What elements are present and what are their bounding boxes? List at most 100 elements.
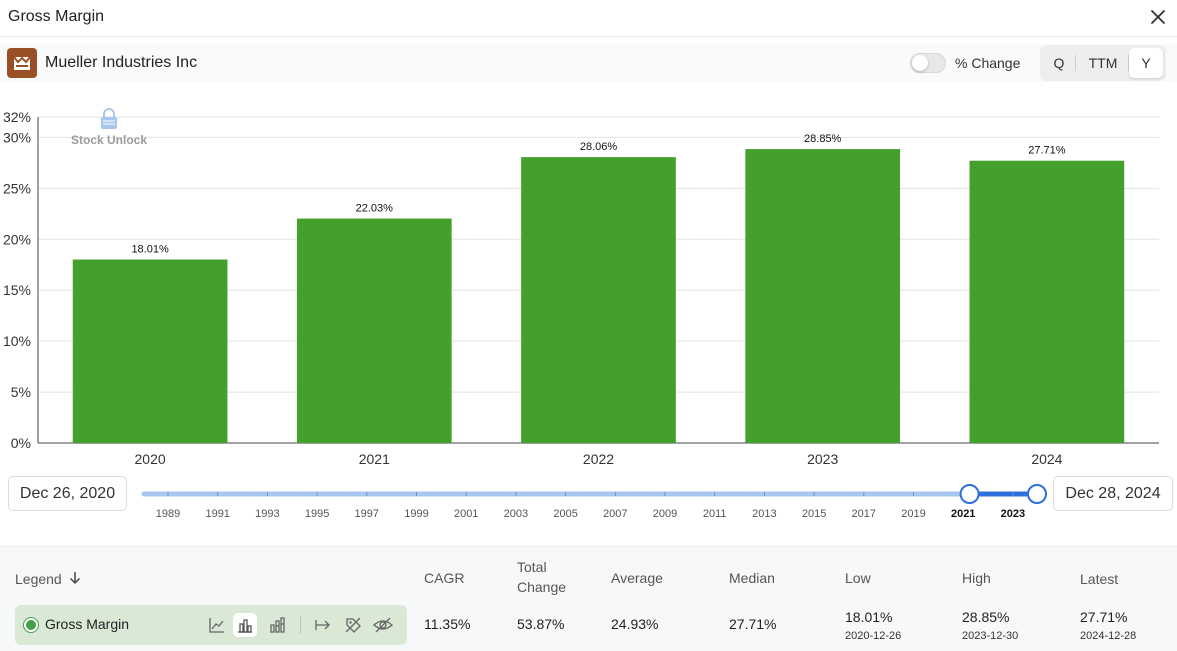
x-tick-label: 2020	[135, 451, 166, 467]
range-end-handle[interactable]	[1027, 484, 1047, 504]
start-date-input[interactable]: Dec 26, 2020	[8, 476, 127, 511]
gross-margin-bar-chart: 0% 5% 10% 15% 20% 25% 30% 32% 18.01% 22.03% 28.06…	[3, 108, 1159, 467]
sort-down-arrow-icon	[69, 572, 80, 585]
watermark: Stock Unlock	[71, 108, 147, 147]
low-date: 2020-12-26	[845, 630, 902, 642]
toggle-knob	[912, 55, 928, 71]
y-tick-label: 5%	[11, 384, 31, 400]
x-tick-label: 2024	[1031, 451, 1062, 467]
total-change-header-line2: Change	[517, 579, 567, 595]
percent-change-toggle[interactable]	[910, 53, 946, 73]
data-label: 22.03%	[356, 203, 394, 215]
legend-item-gross-margin[interactable]: Gross Margin	[15, 605, 407, 645]
total-change-header: Total Change	[517, 557, 566, 597]
range-start-handle[interactable]	[959, 484, 980, 504]
y-axis-ticks: 0% 5% 10% 15% 20% 25% 30% 32%	[3, 109, 31, 451]
average-value: 24.93%	[611, 616, 659, 632]
line-chart-icon[interactable]	[205, 613, 229, 637]
date-range-slider[interactable]: 1989 1991 1993 1995 1997 1999 2001 2003 2005 2007…	[140, 480, 1050, 530]
bar	[745, 149, 901, 443]
slider-year-label: 1989	[156, 508, 180, 520]
y-tick-label: 15%	[3, 282, 31, 298]
legend-header-label: Legend	[15, 571, 62, 587]
x-tick-label: 2023	[807, 451, 838, 467]
bar	[969, 160, 1125, 443]
average-header: Average	[611, 570, 663, 586]
x-axis-ticks: 2020 2021 2022 2023 2024	[135, 451, 1063, 467]
chart-bars	[72, 149, 1125, 444]
stacked-bar-icon[interactable]	[265, 613, 289, 637]
no-tag-icon[interactable]	[341, 613, 365, 637]
period-divider	[1075, 55, 1076, 71]
cagr-value: 11.35%	[424, 616, 471, 632]
arrow-right-bar-icon[interactable]	[311, 613, 335, 637]
slider-year-label: 2007	[603, 508, 627, 520]
latest-value: 27.71%	[1080, 609, 1128, 625]
period-y-button[interactable]: Y	[1129, 48, 1163, 78]
watermark-text: Stock Unlock	[71, 133, 147, 147]
hide-eye-icon[interactable]	[371, 613, 395, 637]
slider-year-label: 2011	[703, 508, 727, 520]
slider-year-label: 2009	[653, 508, 677, 520]
latest-date: 2024-12-28	[1080, 630, 1137, 642]
end-date-input[interactable]: Dec 28, 2024	[1053, 476, 1173, 511]
data-label: 18.01%	[131, 244, 169, 256]
slider-year-label: 2015	[802, 508, 826, 520]
cagr-header: CAGR	[424, 570, 465, 586]
bar	[72, 259, 228, 443]
y-tick-label: 10%	[3, 333, 31, 349]
period-selector: Q TTM Y	[1040, 45, 1166, 81]
slider-year-label: 2001	[454, 508, 478, 520]
percent-change-label: % Change	[955, 55, 1021, 71]
median-header: Median	[729, 570, 775, 586]
close-icon[interactable]	[1147, 6, 1169, 28]
slider-year-label: 1993	[255, 508, 279, 520]
period-divider	[1128, 55, 1129, 71]
low-value: 18.01%	[845, 609, 893, 625]
high-value: 28.85%	[962, 609, 1010, 625]
high-header: High	[962, 570, 991, 586]
data-label: 28.85%	[804, 133, 842, 145]
bar-chart-icon[interactable]	[233, 613, 257, 637]
period-q-button[interactable]: Q	[1053, 55, 1065, 71]
median-value: 27.71%	[729, 616, 777, 632]
bar	[521, 157, 676, 444]
y-tick-label: 32%	[3, 109, 31, 125]
chart-data-labels: 18.01% 22.03% 28.06% 28.85% 27.71%	[131, 133, 1065, 255]
slider-year-label: 2019	[901, 508, 925, 520]
data-label: 28.06%	[580, 141, 618, 153]
slider-year-label: 2017	[852, 508, 876, 520]
low-header: Low	[845, 570, 871, 586]
company-name: Mueller Industries Inc	[45, 54, 198, 71]
slider-year-label: 1999	[404, 508, 428, 520]
company-logo-icon	[7, 48, 37, 78]
company-header: Mueller Industries Inc % Change Q TTM Y	[0, 44, 1177, 82]
slider-year-label: 2005	[553, 508, 577, 520]
x-tick-label: 2021	[359, 451, 390, 467]
series-name: Gross Margin	[45, 616, 130, 632]
series-color-dot	[24, 618, 38, 632]
slider-year-label: 2013	[752, 508, 776, 520]
slider-year-label: 2021	[951, 508, 975, 520]
slider-year-ticks: 1989 1991 1993 1995 1997 1999 2001 2003 2005 2007…	[156, 492, 1025, 520]
x-tick-label: 2022	[583, 451, 614, 467]
total-change-value: 53.87%	[517, 616, 565, 632]
slider-year-label: 1995	[305, 508, 329, 520]
y-tick-label: 0%	[11, 435, 31, 451]
latest-header: Latest	[1080, 571, 1119, 587]
modal-header: Gross Margin	[0, 0, 1177, 37]
y-tick-label: 20%	[3, 231, 31, 247]
total-change-header-line1: Total	[517, 559, 547, 575]
legend-header[interactable]: Legend	[15, 569, 81, 589]
modal-title: Gross Margin	[8, 8, 105, 25]
period-ttm-button[interactable]: TTM	[1088, 55, 1118, 71]
slider-year-label: 2003	[504, 508, 528, 520]
y-tick-label: 30%	[3, 129, 31, 145]
bar	[296, 218, 452, 443]
lock-icon	[101, 108, 117, 129]
slider-year-label: 2023	[1001, 508, 1025, 520]
y-tick-label: 25%	[3, 180, 31, 196]
data-label: 27.71%	[1028, 145, 1066, 157]
high-date: 2023-12-30	[962, 630, 1019, 642]
slider-year-label: 1991	[205, 508, 229, 520]
